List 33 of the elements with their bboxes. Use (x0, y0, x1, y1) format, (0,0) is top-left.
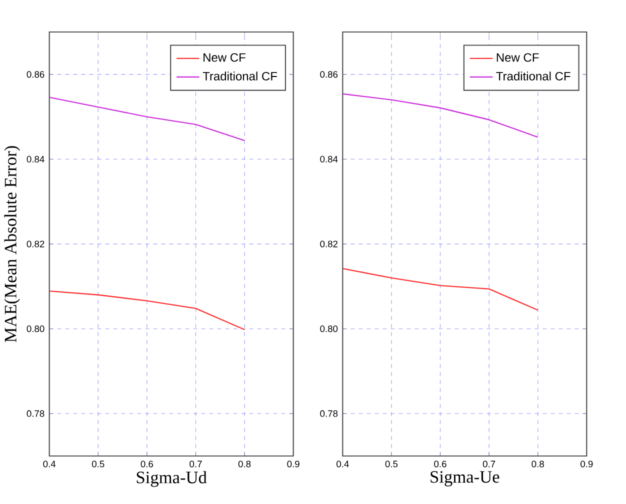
line-series (49, 290, 246, 330)
x-tick-label: 0.8 (532, 460, 544, 468)
y-tick-label: 0.86 (26, 71, 44, 78)
y-tick-label: 0.84 (320, 156, 338, 162)
x-tick-label: 0.4 (336, 460, 349, 468)
x-tick-label: 0.4 (43, 460, 56, 468)
x-tick-label: 0.5 (385, 460, 398, 468)
line-series (49, 96, 246, 142)
x-tick-label: 0.6 (434, 460, 446, 468)
legend-label: Traditional CF (202, 72, 277, 80)
y-tick-label: 0.82 (320, 240, 338, 248)
y-tick-label: 0.80 (26, 326, 44, 332)
x-tick-label: 0.6 (140, 460, 153, 468)
y-tick-label: 0.80 (320, 326, 338, 332)
y-tick-label: 0.82 (26, 240, 44, 248)
y-axis-title: MAE(Mean Absolute Error) (4, 146, 20, 342)
line-series (342, 93, 538, 138)
y-tick-label: 0.84 (26, 156, 44, 162)
x-tick-label: 0.7 (482, 460, 496, 468)
x-tick-label: 0.9 (287, 460, 300, 468)
y-tick-label: 0.78 (320, 410, 338, 417)
legend-label: New CF (204, 53, 246, 62)
x-axis-title: Sigma-Ud (136, 471, 207, 487)
x-tick-label: 0.5 (92, 460, 104, 468)
legend-label: Traditional CF (496, 72, 570, 80)
legend-label: New CF (496, 53, 539, 62)
x-tick-label: 0.7 (190, 460, 202, 468)
y-tick-label: 0.78 (26, 410, 44, 417)
x-axis-title: Sigma-Ue (430, 471, 500, 486)
line-series (342, 268, 538, 311)
y-tick-label: 0.86 (320, 71, 338, 78)
x-tick-label: 0.8 (238, 460, 251, 468)
x-tick-label: 0.9 (580, 460, 593, 468)
